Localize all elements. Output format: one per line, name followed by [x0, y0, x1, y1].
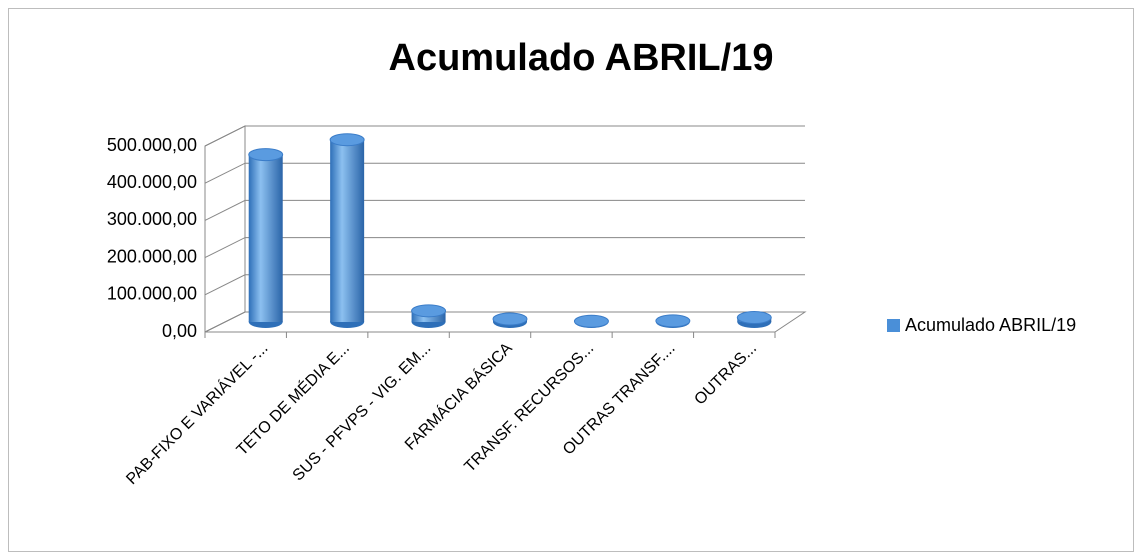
grid-line — [204, 311, 805, 333]
legend-swatch — [887, 319, 900, 332]
y-tick-label: 0,00 — [162, 321, 197, 341]
bar-top — [492, 312, 528, 326]
bar-top — [248, 148, 284, 162]
bar-top — [573, 314, 609, 328]
grid-line — [204, 237, 805, 259]
bar-top — [655, 314, 691, 328]
y-tick-label: 200.000,00 — [107, 246, 197, 266]
grid-line — [204, 199, 805, 221]
bar — [330, 139, 365, 322]
bar-top — [329, 133, 365, 147]
y-tick-label: 300.000,00 — [107, 209, 197, 229]
grid-line — [204, 274, 805, 296]
grid-line — [204, 125, 805, 147]
legend-label: Acumulado ABRIL/19 — [905, 315, 1076, 335]
chart-border — [8, 8, 1134, 552]
chart-title: Acumulado ABRIL/19 — [389, 37, 774, 79]
y-tick-label: 100.000,00 — [107, 284, 197, 304]
bar — [248, 154, 283, 322]
bar-top — [411, 304, 447, 318]
grid-line — [204, 162, 805, 184]
bar-top — [736, 311, 772, 325]
y-tick-label: 400.000,00 — [107, 172, 197, 192]
y-tick-label: 500.000,00 — [107, 135, 197, 155]
